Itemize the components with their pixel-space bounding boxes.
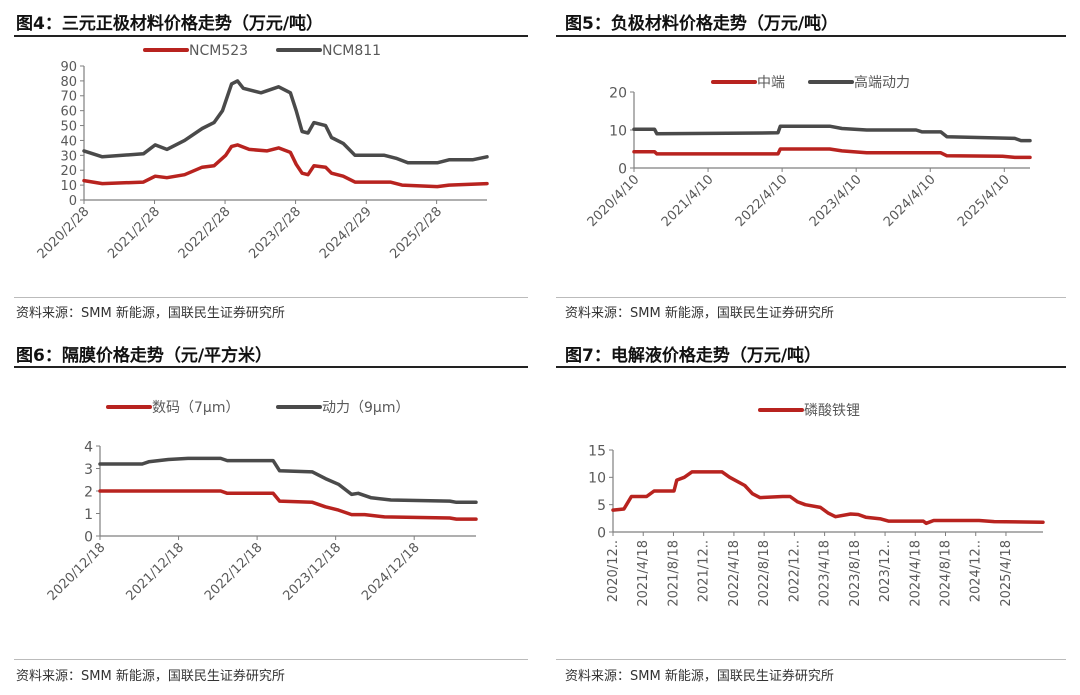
y-tick-label: 60 xyxy=(60,105,77,120)
y-tick-label: 30 xyxy=(60,149,77,164)
source-divider xyxy=(14,297,528,298)
source-divider xyxy=(14,659,528,660)
x-tick-label: 2025/4/18 xyxy=(999,540,1014,607)
y-tick-label: 0 xyxy=(69,194,77,209)
legend-label: 磷酸铁锂 xyxy=(804,403,860,419)
y-tick-label: 15 xyxy=(588,443,606,459)
series-line-2 xyxy=(82,79,489,165)
x-tick-label: 2022/2/28 xyxy=(176,204,234,262)
x-tick-label: 2023/8/18 xyxy=(848,540,863,607)
x-tick-label: 2024/12.. xyxy=(969,540,984,602)
x-tick-label: 2020/2/28 xyxy=(35,204,93,262)
chart-title-fig7: 图7：电解液价格走势（万元/吨） xyxy=(565,346,822,366)
x-tick-label: 2024/4/18 xyxy=(908,540,923,607)
x-tick-label: 2024/8/18 xyxy=(939,540,954,607)
x-tick-label: 2020/12/18 xyxy=(45,540,109,604)
y-tick-label: 10 xyxy=(588,471,606,487)
y-tick-label: 70 xyxy=(60,90,77,105)
x-tick-label: 2022/4/10 xyxy=(733,172,791,230)
y-tick-label: 10 xyxy=(60,179,77,194)
x-tick-label: 2024/4/10 xyxy=(881,172,939,230)
x-tick-label: 2024/12/18 xyxy=(359,540,423,604)
x-tick-label: 2025/2/28 xyxy=(387,204,445,262)
chart-fig5: 0 10 20 2020/4/10 2021/4/10 2022/4/10 2023/4/1… xyxy=(585,74,1032,230)
legend-label: NCM811 xyxy=(322,43,381,59)
legend-label: 中端 xyxy=(757,75,785,91)
x-tick-label: 2022/8/18 xyxy=(757,540,772,607)
chart-title-fig5: 图5：负极材料价格走势（万元/吨） xyxy=(565,14,839,34)
x-tick-label: 2023/4/18 xyxy=(818,540,833,607)
source-note-fig6: 资料来源：SMM 新能源，国联民生证券研究所 xyxy=(16,669,285,684)
title-divider xyxy=(14,366,528,368)
y-tick-label: 90 xyxy=(60,60,77,75)
x-tick-label: 2024/2/29 xyxy=(317,204,375,262)
x-tick-label: 2021/12.. xyxy=(697,540,712,602)
y-tick-label: 0 xyxy=(597,525,606,541)
source-note-fig5: 资料来源：SMM 新能源，国联民生证券研究所 xyxy=(565,306,834,321)
legend-label: 动力（9μm） xyxy=(322,400,409,416)
chart-title-fig4: 图4：三元正极材料价格走势（万元/吨） xyxy=(16,14,324,34)
x-tick-label: 2023/12/18 xyxy=(281,540,345,604)
x-tick-label: 2020/12.. xyxy=(606,540,621,602)
source-note-fig4: 资料来源：SMM 新能源，国联民生证券研究所 xyxy=(16,306,285,321)
x-tick-label: 2021/2/28 xyxy=(105,204,163,262)
y-tick-label: 40 xyxy=(60,134,77,149)
x-tick-label: 2022/4/18 xyxy=(727,540,742,607)
title-divider xyxy=(14,35,528,37)
x-tick-label: 2021/12/18 xyxy=(123,540,187,604)
chart-title-fig6: 图6：隔膜价格走势（元/平方米） xyxy=(16,346,273,366)
y-tick-label: 4 xyxy=(84,439,93,455)
x-tick-label: 2023/4/10 xyxy=(807,172,865,230)
x-tick-label: 2020/4/10 xyxy=(585,172,643,230)
y-tick-label: 0 xyxy=(84,529,93,545)
x-tick-label: 2021/4/10 xyxy=(659,172,717,230)
chart-fig7: 0 5 10 15 2020/12.. 2021/4/18 2021/8/18 2021/12… xyxy=(588,403,1045,607)
title-divider xyxy=(556,35,1066,37)
y-tick-label: 3 xyxy=(84,462,93,478)
x-tick-label: 2025/4/10 xyxy=(955,172,1013,230)
source-divider xyxy=(556,297,1066,298)
x-tick-label: 2023/2/28 xyxy=(246,204,304,262)
series-line-1 xyxy=(82,143,489,189)
x-tick-label: 2023/12.. xyxy=(878,540,893,602)
series-line-1 xyxy=(632,147,1032,160)
y-tick-label: 0 xyxy=(618,161,627,177)
series-line-1 xyxy=(611,470,1045,526)
series-line-2 xyxy=(98,456,478,505)
y-tick-label: 10 xyxy=(609,123,627,139)
source-divider xyxy=(556,659,1066,660)
legend-label: 数码（7μm） xyxy=(152,400,239,416)
y-tick-label: 1 xyxy=(84,507,93,523)
legend-label: 高端动力 xyxy=(854,74,910,91)
x-tick-label: 2021/4/18 xyxy=(636,540,651,607)
y-tick-label: 20 xyxy=(609,85,627,101)
title-divider xyxy=(556,366,1066,368)
y-tick-label: 20 xyxy=(60,164,77,179)
y-tick-label: 50 xyxy=(60,119,77,134)
series-line-2 xyxy=(632,124,1032,143)
legend-label: NCM523 xyxy=(189,43,248,59)
chart-fig6: 0 1 2 3 4 2020/12/18 2021/12/18 2022/12/18 2023/… xyxy=(45,400,478,604)
x-tick-label: 2022/12/18 xyxy=(202,540,266,604)
source-note-fig7: 资料来源：SMM 新能源，国联民生证券研究所 xyxy=(565,669,834,684)
x-tick-label: 2022/12.. xyxy=(787,540,802,602)
series-line-1 xyxy=(98,489,478,521)
y-tick-label: 80 xyxy=(60,75,77,90)
x-tick-label: 2021/8/18 xyxy=(666,540,681,607)
y-tick-label: 5 xyxy=(597,498,606,514)
y-tick-label: 2 xyxy=(84,484,93,500)
